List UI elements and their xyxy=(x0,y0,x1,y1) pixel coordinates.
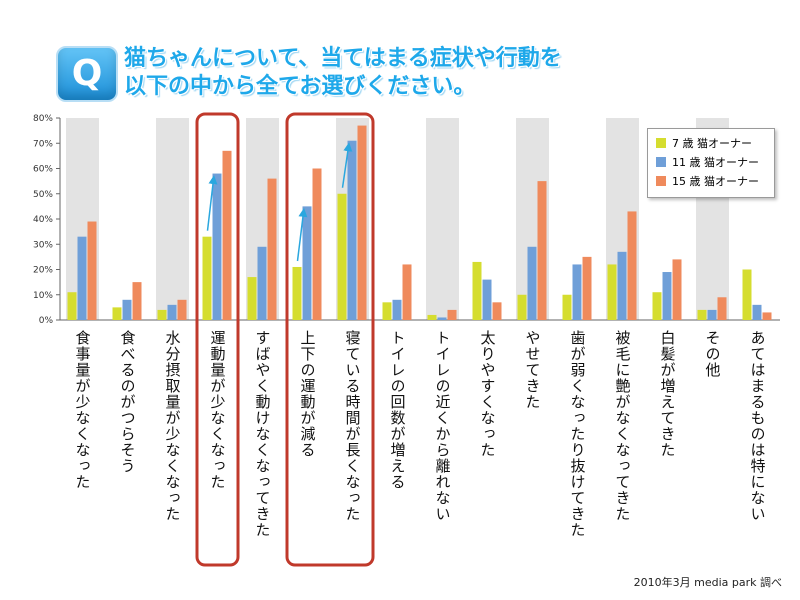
y-tick-label: 40% xyxy=(33,215,53,225)
bar-series2-cat13 xyxy=(672,259,682,320)
bar-series1-cat7 xyxy=(392,299,402,320)
bar-series2-cat8 xyxy=(447,309,457,320)
bar-series2-cat2 xyxy=(177,299,187,320)
category-label: 白髪が増えてきた xyxy=(658,330,677,458)
bar-series1-cat8 xyxy=(437,317,447,320)
category-label: 運動量が少なくなった xyxy=(208,330,227,490)
category-label: 寝ている時間が長くなった xyxy=(343,330,362,522)
bar-series2-cat12 xyxy=(627,211,637,320)
trend-arrow xyxy=(296,207,308,262)
category-label: トイレの回数が増える xyxy=(388,330,407,490)
bar-series1-cat4 xyxy=(257,246,267,320)
bar-series2-cat0 xyxy=(87,221,97,320)
category-label: 歯が弱くなったり抜けてきた xyxy=(568,330,587,538)
bar-series2-cat5 xyxy=(312,168,322,320)
bar-series0-cat13 xyxy=(652,292,662,320)
bar-series0-cat4 xyxy=(247,277,257,320)
category-label: 食べるのがつらそう xyxy=(118,330,137,474)
category-label: トイレの近くから離れない xyxy=(433,330,452,522)
legend-item-7: 7 歳 猫オーナー xyxy=(656,137,752,151)
bar-series0-cat14 xyxy=(697,309,707,320)
legend-label-7: 7 歳 猫オーナー xyxy=(672,137,752,150)
y-tick-label: 50% xyxy=(33,190,53,200)
bar-series1-cat9 xyxy=(482,279,492,320)
bar-series1-cat11 xyxy=(572,264,582,320)
bar-series0-cat15 xyxy=(742,269,752,320)
y-tick-label: 0% xyxy=(39,316,54,326)
page-title-line1: 猫ちゃんについて、当てはまる症状や行動を xyxy=(124,46,562,71)
bar-series1-cat13 xyxy=(662,272,672,320)
bar-series0-cat0 xyxy=(67,292,77,320)
category-label: 太りやすくなった xyxy=(478,330,497,458)
question-badge-letter: Q xyxy=(71,53,103,94)
category-label: 被毛に艶がなくなってきた xyxy=(613,330,632,522)
bar-series1-cat2 xyxy=(167,304,177,320)
bar-series1-cat0 xyxy=(77,236,87,320)
question-badge: Q xyxy=(56,46,118,102)
category-label: その他 xyxy=(703,330,722,378)
bar-series0-cat1 xyxy=(112,307,122,320)
bar-series1-cat3 xyxy=(212,173,222,320)
bar-series2-cat7 xyxy=(402,264,412,320)
bar-series1-cat5 xyxy=(302,206,312,320)
category-label: やせてきた xyxy=(523,330,542,410)
bar-series2-cat14 xyxy=(717,297,727,320)
bar-series0-cat11 xyxy=(562,294,572,320)
category-band xyxy=(156,118,189,320)
y-tick-label: 20% xyxy=(33,266,53,276)
bar-series2-cat4 xyxy=(267,178,277,320)
source-note: 2010年3月 media park 調べ xyxy=(633,576,782,589)
bar-series0-cat6 xyxy=(337,193,347,320)
bar-series1-cat1 xyxy=(122,299,132,320)
bar-series1-cat6 xyxy=(347,140,357,320)
bar-series0-cat5 xyxy=(292,266,302,320)
trend-arrow xyxy=(206,175,218,231)
y-tick-label: 80% xyxy=(33,114,53,124)
bar-series0-cat3 xyxy=(202,236,212,320)
category-label: 上下の運動が減る xyxy=(298,330,317,458)
y-tick-label: 60% xyxy=(33,165,53,175)
bar-series2-cat10 xyxy=(537,181,547,320)
legend-swatch-11 xyxy=(656,157,666,167)
legend-item-15: 15 歳 猫オーナー xyxy=(656,175,759,189)
y-tick-label: 30% xyxy=(33,240,53,250)
bar-series2-cat9 xyxy=(492,302,502,320)
bar-series2-cat15 xyxy=(762,312,772,320)
bar-series0-cat12 xyxy=(607,264,617,320)
y-tick-label: 10% xyxy=(33,291,53,301)
bar-series2-cat1 xyxy=(132,282,142,320)
category-label: あてはまるものは特にない xyxy=(748,330,767,522)
category-label: 食事量が少なくなった xyxy=(73,330,92,490)
bar-series0-cat8 xyxy=(427,314,437,320)
legend-item-11: 11 歳 猫オーナー xyxy=(656,156,759,170)
highlight-box xyxy=(285,112,375,567)
highlight-box xyxy=(195,112,240,567)
legend-swatch-7 xyxy=(656,138,666,148)
bar-series2-cat3 xyxy=(222,150,232,320)
category-band xyxy=(426,118,459,320)
page-title-line2: 以下の中から全てお選びください。 xyxy=(124,74,476,99)
bar-series2-cat6 xyxy=(357,125,367,320)
bar-series0-cat10 xyxy=(517,294,527,320)
bar-series1-cat12 xyxy=(617,251,627,320)
category-label: すばやく動けなくなってきた xyxy=(253,330,272,538)
legend-label-15: 15 歳 猫オーナー xyxy=(672,175,759,188)
bar-series1-cat15 xyxy=(752,304,762,320)
bar-series1-cat14 xyxy=(707,309,717,320)
bar-series0-cat2 xyxy=(157,309,167,320)
legend-swatch-15 xyxy=(656,176,666,186)
category-label: 水分摂取量が少なくなった xyxy=(163,330,182,522)
chart-legend: 7 歳 猫オーナー 11 歳 猫オーナー 15 歳 猫オーナー xyxy=(647,128,775,198)
y-tick-label: 70% xyxy=(33,139,53,149)
bar-series0-cat9 xyxy=(472,261,482,320)
bar-series1-cat10 xyxy=(527,246,537,320)
bar-series2-cat11 xyxy=(582,256,592,320)
legend-label-11: 11 歳 猫オーナー xyxy=(672,156,759,169)
bar-series0-cat7 xyxy=(382,302,392,320)
trend-arrow xyxy=(341,142,353,188)
